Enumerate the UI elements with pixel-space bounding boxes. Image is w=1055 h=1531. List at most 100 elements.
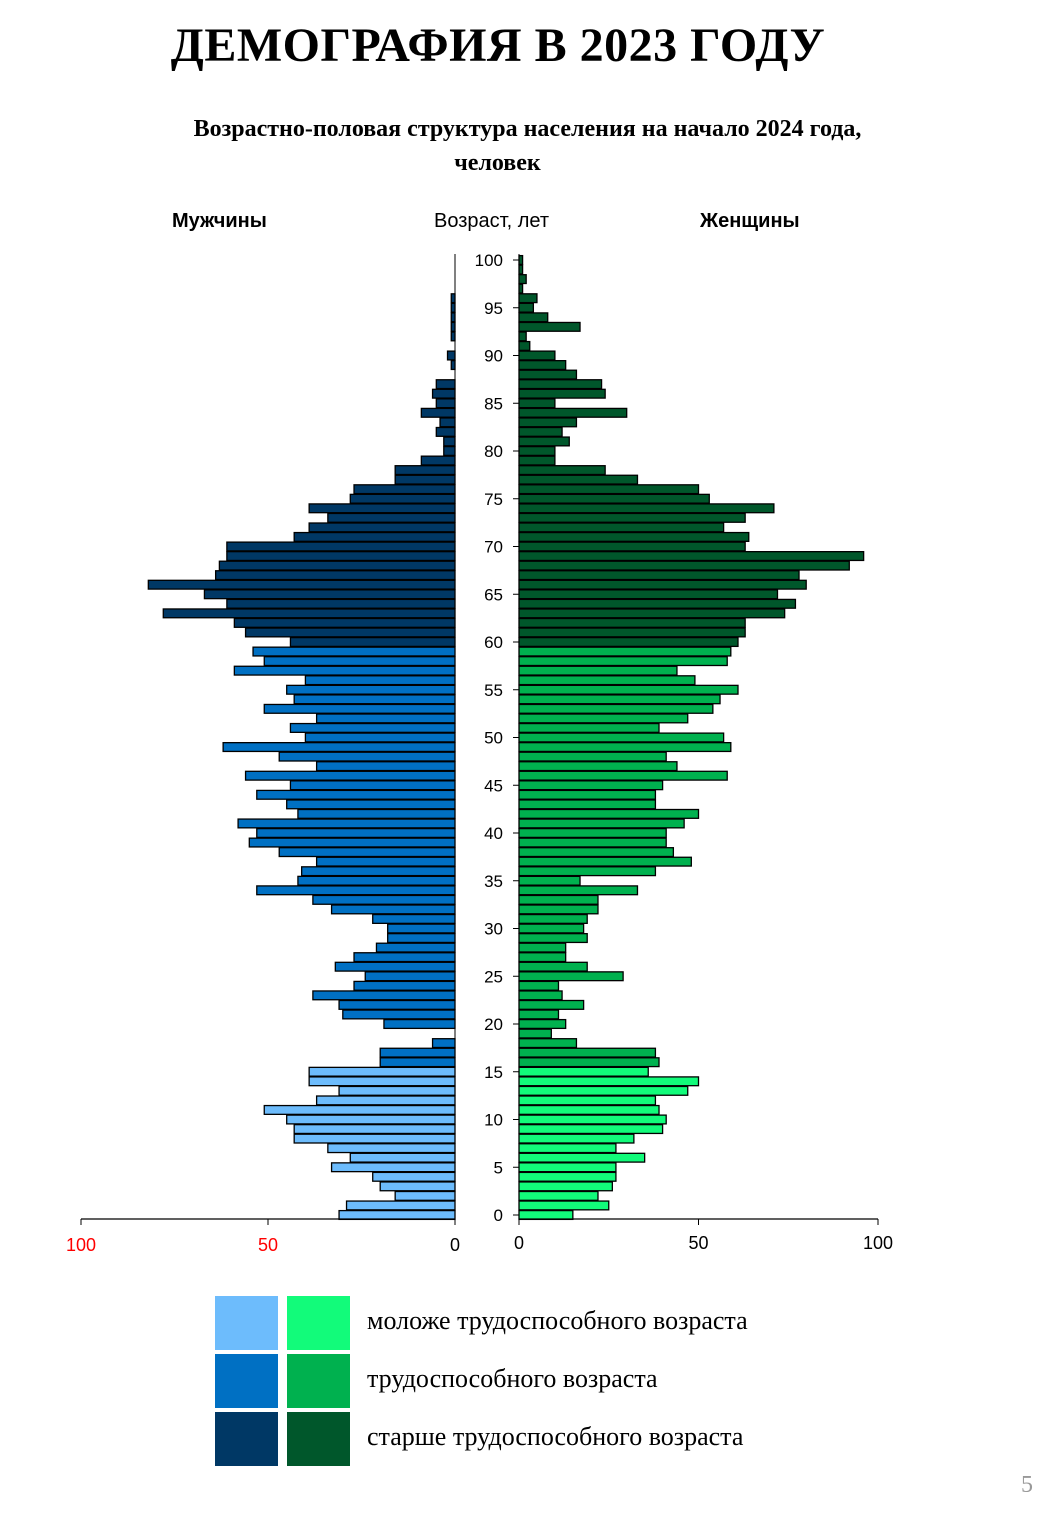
bar-male-age-6 bbox=[349, 1152, 456, 1163]
age-tick-label-40: 40 bbox=[484, 824, 503, 843]
bar-female-age-13 bbox=[518, 1085, 689, 1096]
bar-male-age-37 bbox=[315, 856, 456, 867]
bar-female-age-0 bbox=[518, 1209, 574, 1221]
age-tick-label-95: 95 bbox=[484, 299, 503, 318]
bar-male-age-67 bbox=[214, 570, 456, 581]
bar-male-age-47 bbox=[315, 761, 456, 772]
bar-male-age-49 bbox=[222, 742, 456, 753]
bar-female-age-63 bbox=[518, 608, 786, 619]
bar-female-age-30 bbox=[518, 923, 585, 934]
female-x-tick-label-0: 0 bbox=[514, 1233, 524, 1253]
bar-female-age-40 bbox=[518, 827, 667, 839]
bar-male-age-7 bbox=[327, 1143, 456, 1154]
bar-male-age-54 bbox=[293, 694, 456, 705]
age-tick-label-90: 90 bbox=[484, 347, 503, 366]
bar-male-age-75 bbox=[349, 493, 456, 504]
legend-swatch-male-working bbox=[215, 1354, 278, 1408]
bar-female-age-96 bbox=[518, 293, 538, 304]
age-tick-label-15: 15 bbox=[484, 1063, 503, 1082]
bar-male-age-24 bbox=[353, 980, 456, 991]
bar-female-age-88 bbox=[518, 369, 578, 380]
bar-female-age-82 bbox=[518, 426, 563, 437]
female-x-tick-label-100: 100 bbox=[863, 1233, 893, 1253]
legend-label-working: трудоспособного возраста bbox=[367, 1364, 658, 1393]
bar-female-age-81 bbox=[518, 436, 570, 447]
bar-male-age-57 bbox=[233, 665, 456, 676]
legend-label-young: моложе трудоспособного возраста bbox=[367, 1306, 748, 1335]
bar-male-age-82 bbox=[435, 426, 456, 437]
age-tick-label-70: 70 bbox=[484, 538, 503, 557]
bar-male-age-41 bbox=[237, 818, 456, 829]
bar-male-age-64 bbox=[226, 598, 456, 609]
bar-female-age-44 bbox=[518, 789, 657, 800]
bar-male-age-45 bbox=[289, 780, 456, 791]
age-tick-label-100: 100 bbox=[475, 251, 503, 270]
bar-female-age-39 bbox=[518, 837, 667, 848]
bar-male-age-23 bbox=[312, 990, 456, 1001]
bar-female-age-45 bbox=[518, 780, 664, 791]
bar-male-age-94 bbox=[450, 312, 456, 323]
bar-male-age-52 bbox=[315, 713, 456, 724]
bar-male-age-56 bbox=[304, 675, 456, 686]
bar-female-age-16 bbox=[518, 1057, 660, 1068]
bar-female-age-6 bbox=[518, 1152, 646, 1163]
age-tick-label-75: 75 bbox=[484, 490, 503, 509]
bar-female-age-41 bbox=[518, 818, 685, 829]
bar-female-age-26 bbox=[518, 961, 588, 972]
bar-male-age-14 bbox=[308, 1076, 456, 1087]
age-tick-label-35: 35 bbox=[484, 872, 503, 891]
bar-female-age-89 bbox=[518, 360, 567, 371]
bar-male-age-84 bbox=[420, 407, 456, 418]
bar-male-age-92 bbox=[450, 331, 456, 342]
bar-female-age-65 bbox=[518, 589, 779, 600]
bar-female-age-56 bbox=[518, 675, 696, 686]
bar-male-age-79 bbox=[420, 455, 456, 466]
bar-male-age-73 bbox=[327, 512, 456, 523]
bar-female-age-68 bbox=[518, 560, 850, 571]
page-title: ДЕМОГРАФИЯ В 2023 ГОДУ bbox=[170, 19, 826, 72]
bar-male-age-31 bbox=[372, 913, 456, 924]
age-tick-label-85: 85 bbox=[484, 394, 503, 413]
bar-male-age-22 bbox=[338, 999, 456, 1010]
bar-male-age-20 bbox=[383, 1018, 456, 1030]
bar-female-age-69 bbox=[518, 551, 865, 562]
age-tick-label-80: 80 bbox=[484, 442, 503, 461]
bar-female-age-1 bbox=[518, 1200, 610, 1211]
bar-male-age-87 bbox=[435, 379, 456, 390]
bar-male-age-78 bbox=[394, 465, 456, 476]
bar-male-age-65 bbox=[203, 589, 456, 600]
bar-male-age-43 bbox=[286, 799, 456, 810]
bar-male-age-29 bbox=[387, 933, 456, 944]
bar-male-age-60 bbox=[289, 636, 456, 648]
bar-male-age-53 bbox=[263, 703, 456, 714]
bar-male-age-30 bbox=[387, 923, 456, 934]
bar-female-age-64 bbox=[518, 598, 797, 609]
bar-male-age-17 bbox=[379, 1047, 456, 1058]
bar-male-age-55 bbox=[286, 684, 456, 695]
bar-male-age-48 bbox=[278, 751, 456, 762]
age-tick-label-45: 45 bbox=[484, 776, 503, 795]
bar-male-age-74 bbox=[308, 503, 456, 514]
bar-male-age-1 bbox=[345, 1200, 456, 1211]
bar-female-age-78 bbox=[518, 465, 606, 476]
bar-female-age-85 bbox=[518, 398, 556, 409]
male-x-tick-label-100: 100 bbox=[66, 1235, 96, 1255]
bar-female-age-19 bbox=[518, 1028, 552, 1039]
chart-title-line2: человек bbox=[454, 150, 541, 176]
age-tick-label-50: 50 bbox=[484, 729, 503, 748]
bar-male-age-59 bbox=[252, 646, 456, 657]
bar-female-age-93 bbox=[518, 321, 581, 332]
bar-female-age-95 bbox=[518, 302, 535, 313]
bar-female-age-27 bbox=[518, 952, 567, 963]
bar-male-age-21 bbox=[342, 1009, 456, 1020]
bar-female-age-35 bbox=[518, 875, 581, 886]
bar-male-age-8 bbox=[293, 1133, 456, 1144]
age-axis-label: Возраст, лет bbox=[434, 210, 549, 232]
bar-male-age-10 bbox=[286, 1114, 456, 1125]
bar-male-age-61 bbox=[244, 627, 456, 638]
bar-female-age-60 bbox=[518, 636, 739, 648]
bar-male-age-69 bbox=[226, 551, 456, 562]
bar-male-age-15 bbox=[308, 1066, 456, 1077]
bar-male-age-32 bbox=[330, 904, 456, 915]
bar-female-age-72 bbox=[518, 522, 725, 533]
